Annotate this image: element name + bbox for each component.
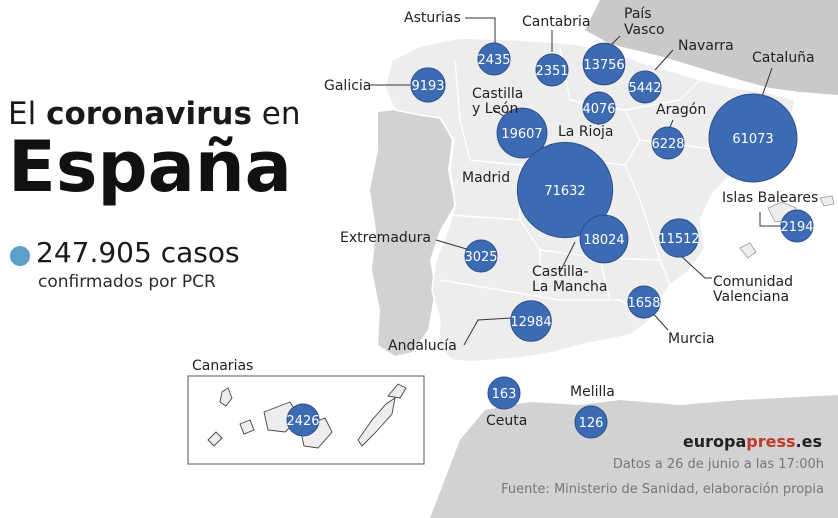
bubble-8 (651, 126, 685, 160)
brand-logo: europapress.es (682, 432, 822, 451)
bubble-value-16: 163 (492, 387, 517, 402)
bubble-2 (535, 53, 569, 87)
bubble-value-17: 126 (579, 416, 604, 431)
bubble-1 (477, 42, 511, 76)
bubble-15 (510, 300, 552, 342)
label-castilla-leon-1: Castilla (472, 86, 523, 102)
bubble-18 (286, 403, 320, 437)
label-la-rioja: La Rioja (558, 124, 613, 140)
bubble-value-15: 12984 (510, 315, 551, 330)
bubble-11 (780, 209, 814, 243)
bubble-value-13: 11512 (658, 232, 699, 247)
label-navarra: Navarra (678, 38, 734, 54)
bubble-7 (582, 91, 616, 125)
bubble-value-14: 1658 (627, 296, 660, 311)
bubble-9 (516, 141, 614, 239)
bubble-value-0: 9193 (411, 79, 444, 94)
label-pais-vasco-1: País (624, 6, 652, 22)
africa-land (430, 395, 838, 518)
label-melilla: Melilla (570, 384, 615, 400)
data-date-note: Datos a 26 de junio a las 17:00h (612, 457, 824, 472)
bubble-layer: 9193 2435 2351 13756 5442 61073 19607 4076 6228 7… (286, 42, 814, 439)
bubble-value-1: 2435 (477, 53, 510, 68)
label-cantabria: Cantabria (522, 14, 590, 30)
source-note: Fuente: Ministerio de Sanidad, elaboraci… (501, 482, 824, 497)
bubble-value-18: 2426 (286, 414, 319, 429)
bubble-value-6: 19607 (501, 127, 542, 142)
label-galicia: Galicia (324, 78, 371, 94)
bubble-14 (627, 285, 661, 319)
total-cases-subtitle: confirmados por PCR (38, 272, 216, 292)
label-canarias: Canarias (192, 358, 253, 374)
bubble-0 (410, 67, 446, 103)
label-cataluna: Cataluña (752, 50, 815, 66)
bubble-value-9: 71632 (544, 184, 585, 199)
label-comunidad-valenciana-2: Valenciana (713, 289, 789, 305)
label-castilla-la-mancha-2: La Mancha (532, 279, 608, 295)
bubble-10 (579, 214, 629, 264)
bubble-value-7: 4076 (582, 102, 615, 117)
bubble-13 (659, 218, 699, 258)
label-castilla-leon-2: y León (472, 101, 518, 117)
bubble-6 (496, 107, 548, 159)
bubble-4 (628, 70, 662, 104)
bubble-value-11: 2194 (780, 220, 813, 235)
label-aragon: Aragón (656, 102, 706, 118)
region-labels: Asturias Cantabria País Vasco Navarra Ca… (192, 6, 818, 429)
title-country: España (8, 126, 292, 208)
label-islas-baleares: Islas Baleares (722, 190, 818, 206)
label-comunidad-valenciana-1: Comunidad (713, 274, 793, 290)
bubble-value-3: 13756 (583, 58, 624, 73)
bubble-16 (487, 376, 521, 410)
bubble-12 (464, 239, 498, 273)
france-land (585, 0, 838, 95)
label-madrid: Madrid (462, 170, 510, 186)
title-line: El coronavirus en (8, 96, 301, 132)
label-asturias: Asturias (404, 10, 461, 26)
label-ceuta: Ceuta (486, 413, 527, 429)
bubble-value-8: 6228 (651, 137, 684, 152)
title-highlight: coronavirus (46, 96, 252, 132)
bubble-17 (574, 405, 608, 439)
label-extremadura: Extremadura (340, 230, 431, 246)
bubble-value-2: 2351 (535, 64, 568, 79)
label-pais-vasco-2: Vasco (624, 22, 665, 38)
label-murcia: Murcia (668, 331, 715, 347)
bubble-value-12: 3025 (464, 250, 497, 265)
bubble-value-4: 5442 (628, 81, 661, 96)
bubble-3 (582, 42, 626, 86)
bubble-value-10: 18024 (583, 233, 624, 248)
label-castilla-la-mancha-1: Castilla- (532, 264, 588, 280)
bubble-5 (708, 93, 798, 183)
cases-dot-icon (10, 246, 30, 266)
label-andalucia: Andalucía (388, 338, 457, 354)
bubble-value-5: 61073 (732, 132, 773, 147)
total-cases: 247.905 casos (36, 236, 240, 269)
